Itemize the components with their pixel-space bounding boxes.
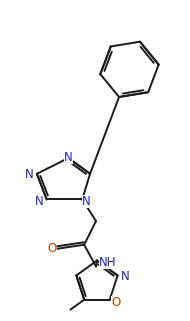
Text: O: O — [47, 242, 56, 255]
Text: O: O — [111, 296, 120, 309]
Text: N: N — [25, 168, 33, 181]
Text: N: N — [121, 270, 130, 283]
Text: NH: NH — [99, 256, 116, 269]
Text: N: N — [34, 195, 43, 208]
Text: N: N — [82, 195, 90, 208]
Text: N: N — [64, 151, 73, 164]
